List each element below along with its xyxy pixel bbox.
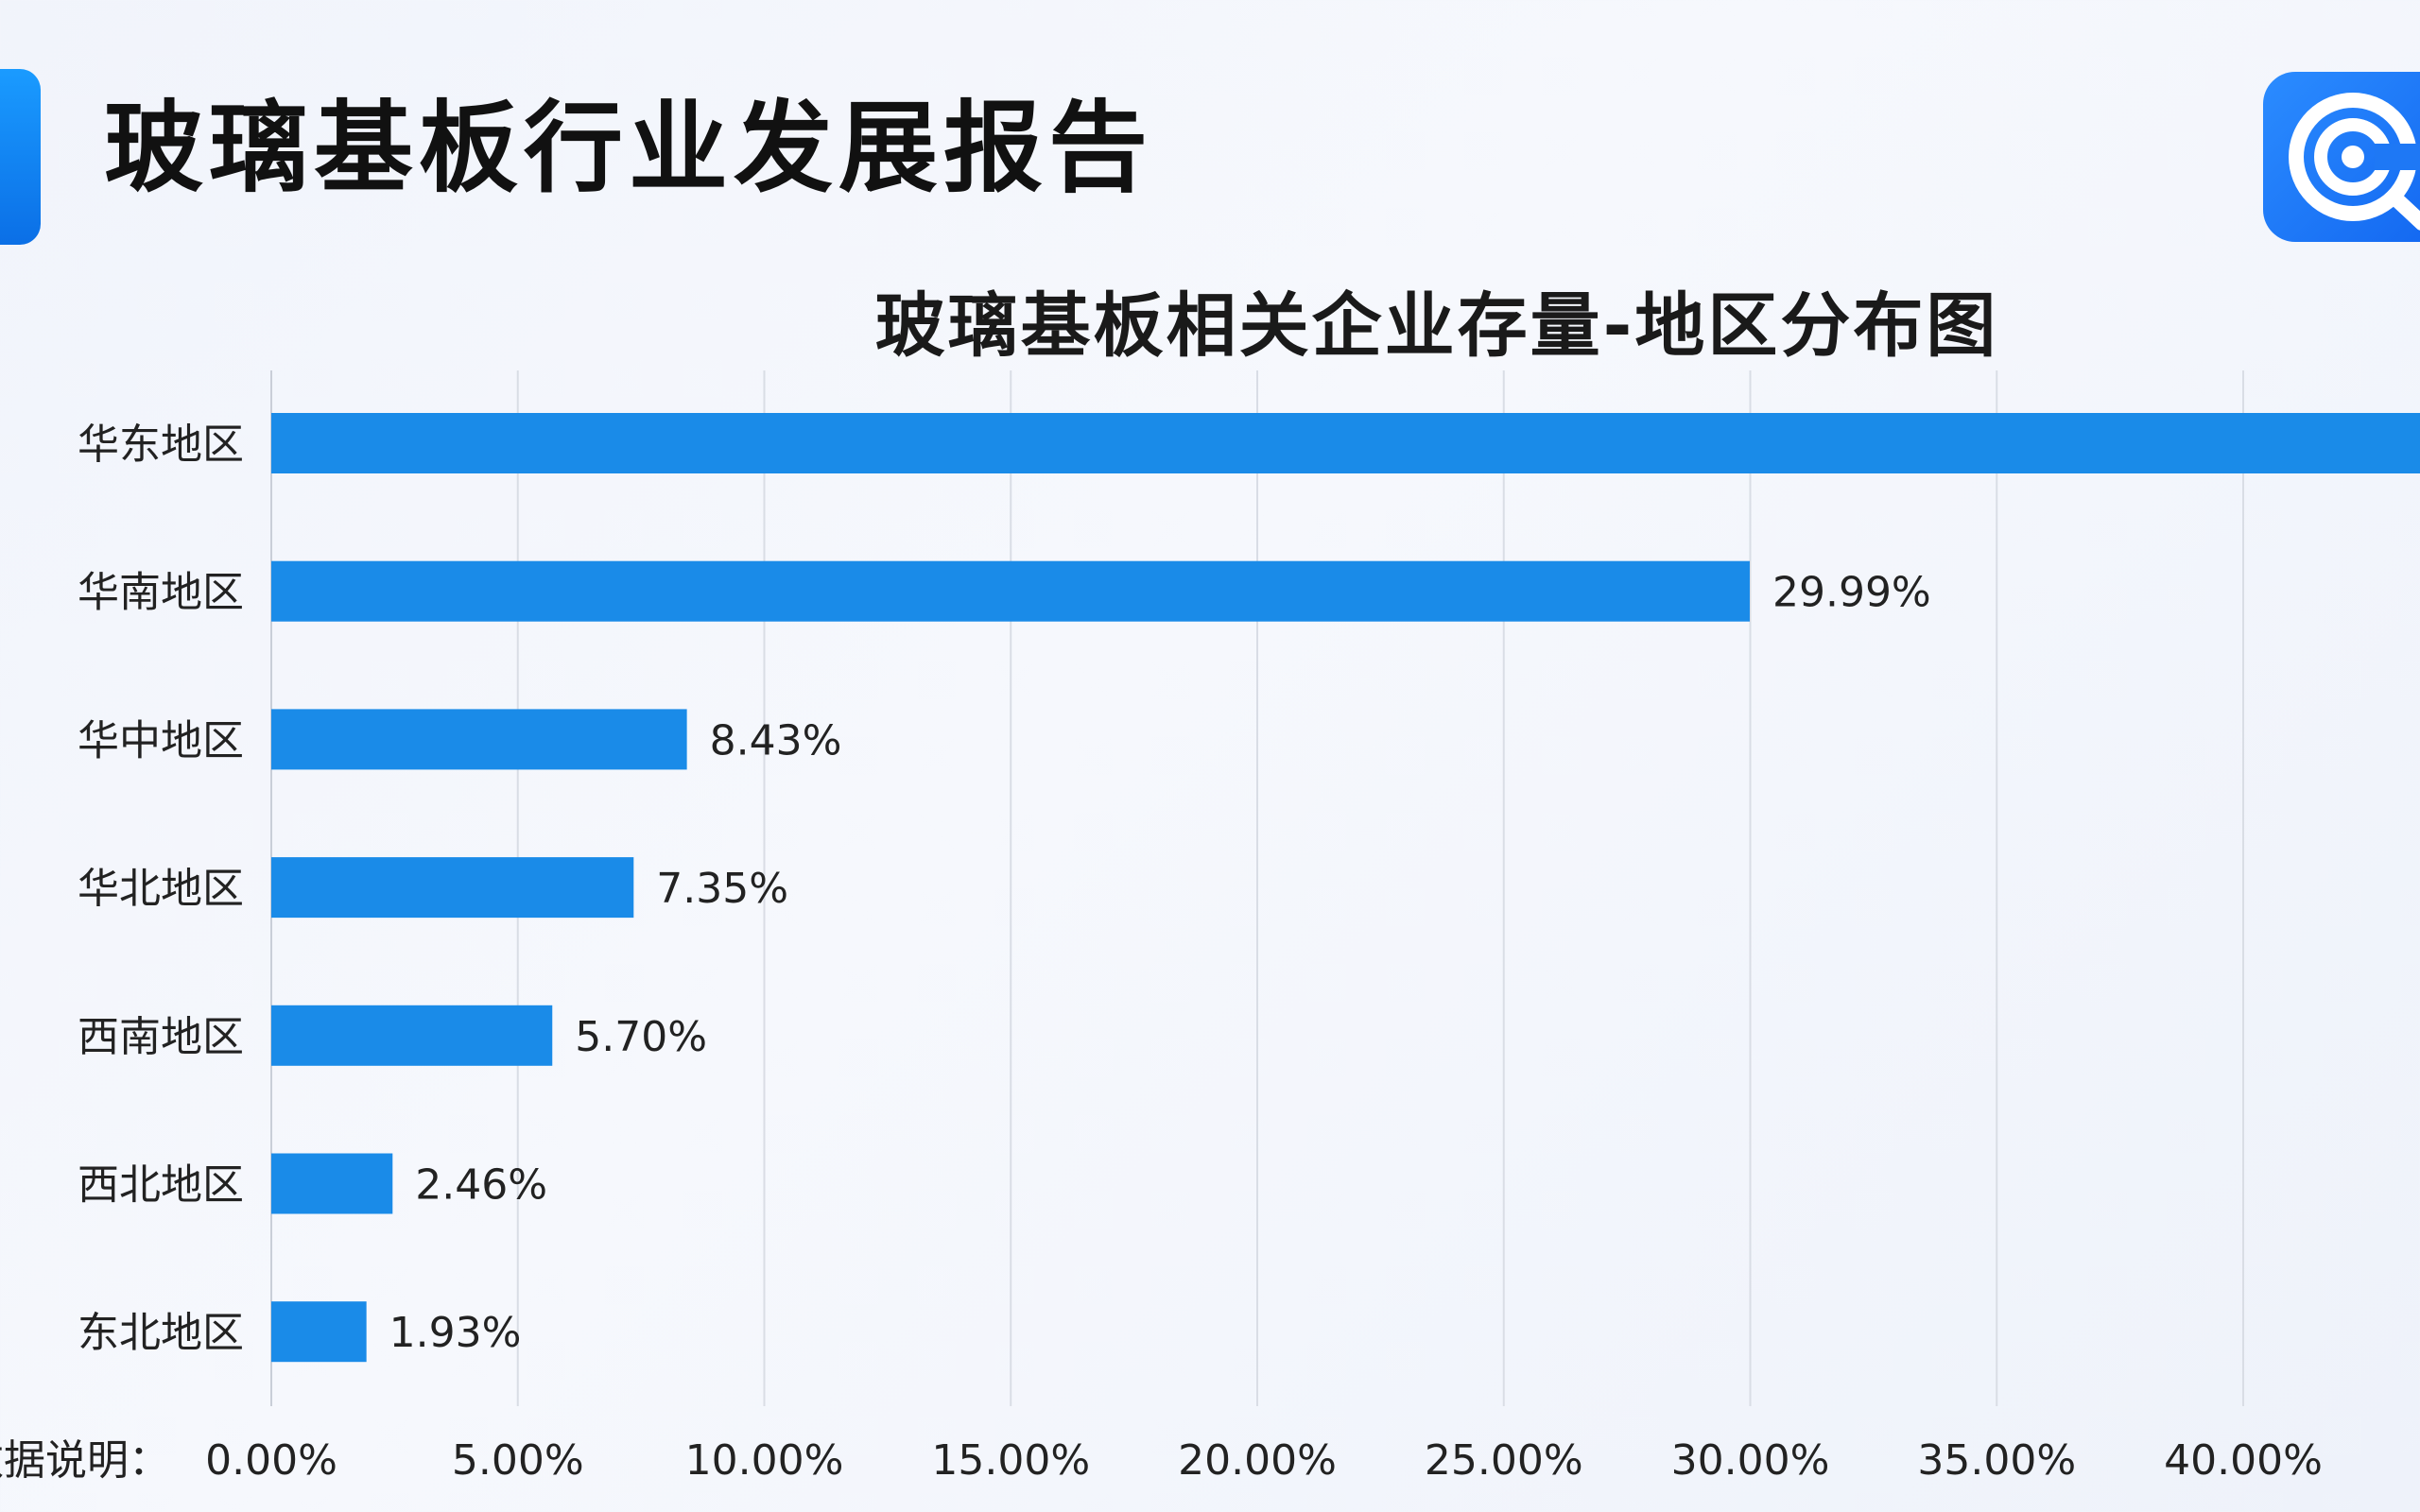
bar: [271, 857, 634, 919]
footnote-label: 数据说明：: [0, 1436, 170, 1485]
bar: [271, 1153, 393, 1214]
category-label: 华中地区: [78, 716, 244, 765]
x-tick-label: 30.00%: [1671, 1436, 1830, 1485]
data-label: 29.99%: [1772, 569, 1931, 617]
logo-glyph-icon: [2289, 93, 2420, 231]
bar: [271, 709, 687, 770]
x-tick-label: 20.00%: [1178, 1436, 1337, 1485]
data-label: 1.93%: [389, 1309, 522, 1357]
report-title: 玻璃基板行业发展报告: [104, 91, 1154, 206]
bar: [271, 560, 1750, 622]
category-label: 华东地区: [78, 421, 244, 469]
data-label: 8.43%: [710, 716, 842, 765]
title-accent-bar: [0, 69, 41, 245]
logo-c-magnifier-icon: [2263, 72, 2420, 242]
x-tick-label: 15.00%: [931, 1436, 1090, 1485]
bar: [271, 1005, 553, 1066]
category-label: 西北地区: [78, 1161, 244, 1210]
data-label: 5.70%: [575, 1013, 707, 1061]
x-tick-label: 5.00%: [452, 1436, 584, 1485]
x-tick-label: 35.00%: [1917, 1436, 2076, 1485]
bar: [271, 1301, 367, 1363]
x-tick-label: 40.00%: [2164, 1436, 2323, 1485]
x-tick-label: 10.00%: [685, 1436, 844, 1485]
category-label: 华北地区: [78, 865, 244, 913]
category-label: 华南地区: [78, 569, 244, 617]
data-label: 2.46%: [415, 1161, 547, 1210]
x-tick-label: 25.00%: [1425, 1436, 1583, 1485]
chart-title: 玻璃基板相关企业存量-地区分布图: [874, 285, 1999, 367]
category-label: 东北地区: [78, 1309, 244, 1357]
x-tick-label: 0.00%: [205, 1436, 337, 1485]
category-label: 西南地区: [78, 1013, 244, 1061]
data-label: 7.35%: [656, 865, 788, 913]
bar: [271, 413, 2420, 473]
